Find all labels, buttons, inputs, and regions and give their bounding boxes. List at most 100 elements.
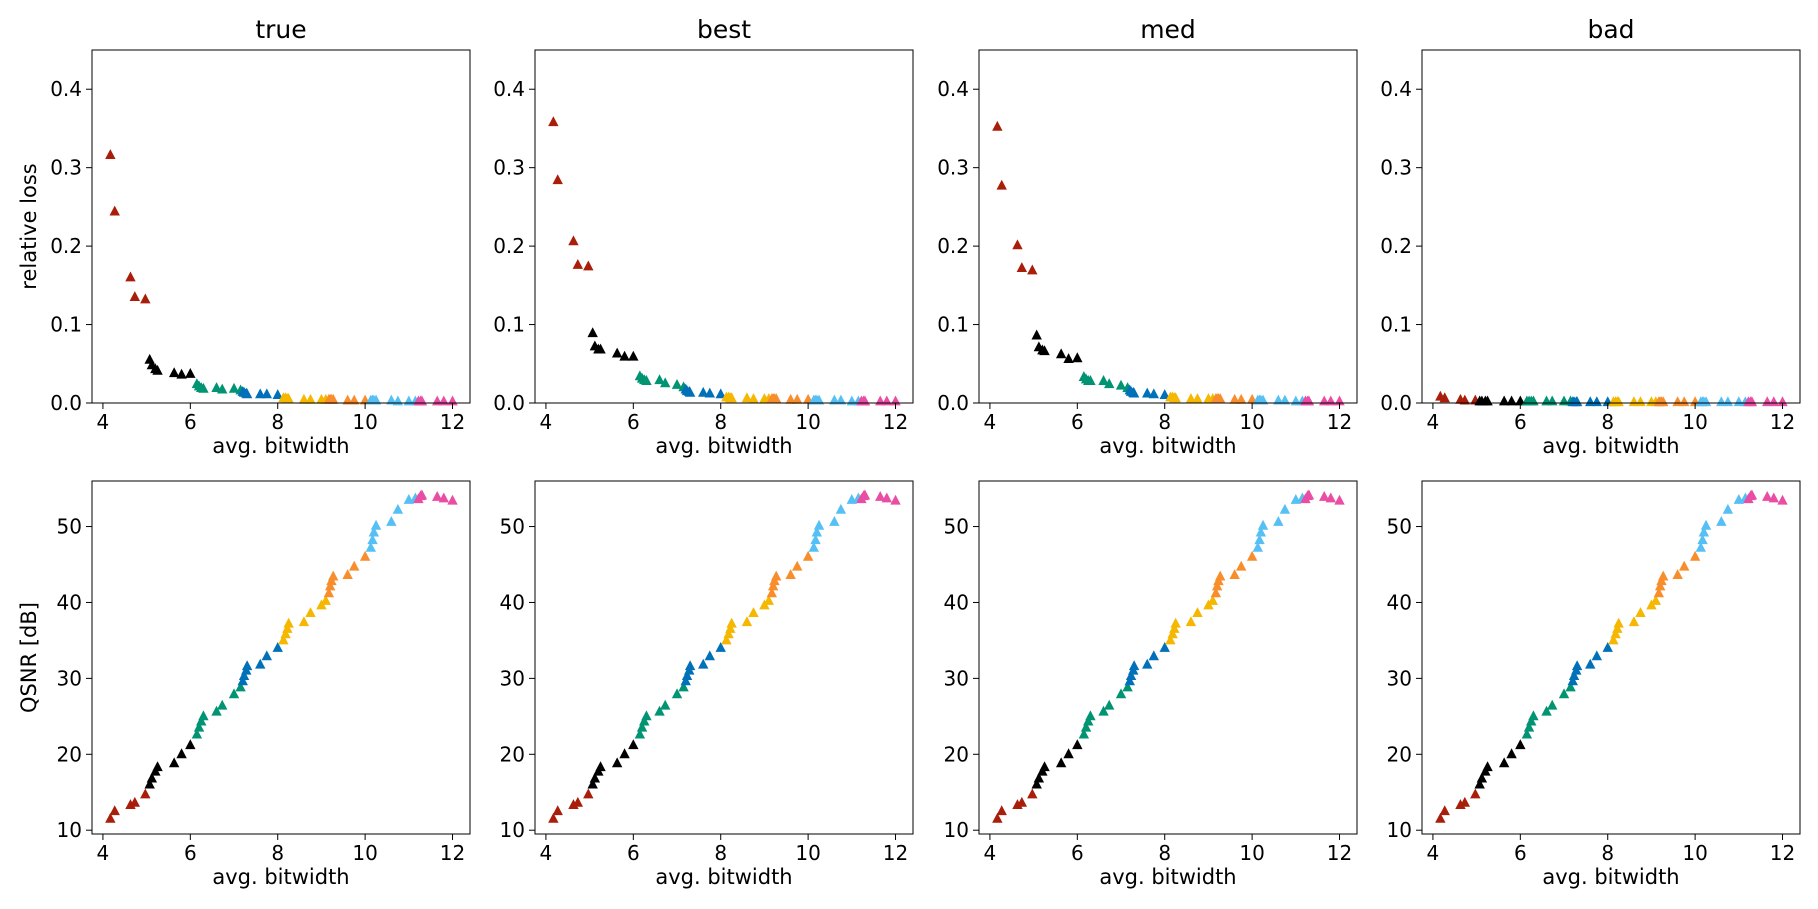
data-point (572, 796, 584, 807)
data-point (272, 642, 283, 652)
x-tick-label: 10 (1239, 410, 1264, 434)
y-tick-label: 0.0 (50, 391, 82, 415)
data-point (1679, 560, 1690, 571)
panel-loss-best: best 4 6 8 10 12 0.0 0.1 0.2 0.3 0.4 avg. bitwidth (493, 15, 914, 458)
data-point (1063, 353, 1074, 363)
x-tick-label: 8 (1158, 410, 1171, 434)
y-tick-label: 10 (1387, 818, 1412, 842)
data-point (1768, 396, 1779, 407)
data-point (261, 650, 272, 661)
plot-frame (1421, 49, 1801, 404)
data-point (1585, 658, 1596, 669)
data-point (1303, 489, 1315, 500)
data-point (748, 607, 759, 617)
x-tick-label: 4 (984, 410, 997, 434)
data-point (835, 503, 847, 514)
data-point (723, 628, 734, 639)
data-point (129, 796, 141, 807)
data-point (1733, 396, 1745, 407)
data-point (282, 623, 293, 633)
data-point (568, 235, 579, 246)
y-tick-label: 0.1 (50, 313, 82, 337)
x-tick-label: 12 (1327, 410, 1352, 434)
data-point (1610, 628, 1621, 639)
x-tick-label: 4 (1427, 841, 1440, 865)
data-point (792, 560, 803, 571)
x-tick-label: 8 (714, 410, 727, 434)
data-point (1063, 748, 1074, 759)
data-point (721, 634, 732, 645)
data-point (305, 607, 316, 617)
y-tick-label: 0.1 (493, 313, 525, 337)
plot-frame (978, 480, 1358, 835)
data-point (1033, 772, 1045, 783)
data-point (671, 688, 683, 699)
data-point (1246, 550, 1258, 561)
data-point (671, 378, 683, 389)
x-tick-label: 12 (883, 410, 908, 434)
panel-qsnr-best: 4 6 8 10 12 10 20 30 40 50 avg. bitwidth (500, 480, 914, 889)
data-point (1541, 705, 1552, 716)
data-point (328, 393, 339, 404)
data-point (698, 386, 709, 397)
data-point (875, 490, 886, 501)
data-point (748, 393, 759, 403)
data-point (185, 368, 196, 378)
data-point (996, 805, 1007, 816)
y-tick-label: 0.4 (1380, 77, 1412, 101)
data-point (1608, 634, 1619, 645)
data-point (552, 174, 563, 185)
y-tick-label: 20 (57, 742, 82, 766)
data-point (1700, 396, 1712, 407)
data-point (1515, 739, 1526, 750)
data-point (1635, 607, 1646, 617)
x-tick-label: 6 (1071, 841, 1084, 865)
data-point (349, 560, 360, 571)
data-point (1252, 541, 1263, 552)
data-point (1628, 396, 1640, 407)
data-point (255, 658, 266, 669)
data-point (1482, 761, 1493, 772)
y-tick-label: 0.2 (1380, 234, 1412, 258)
x-tick-label: 8 (1158, 841, 1171, 865)
x-tick-label: 12 (1327, 841, 1352, 865)
data-point (1439, 805, 1450, 816)
data-point (1273, 516, 1284, 526)
y-tick-label: 10 (500, 818, 525, 842)
data-point (1528, 710, 1539, 721)
data-point (359, 550, 371, 561)
x-axis-label: avg. bitwidth (212, 865, 349, 889)
x-tick-label: 8 (714, 841, 727, 865)
x-axis-label: avg. bitwidth (1542, 434, 1679, 458)
data-point (678, 681, 689, 692)
data-point (810, 534, 821, 545)
data-point (1746, 489, 1758, 500)
data-point (583, 788, 594, 799)
data-point (1215, 570, 1226, 581)
data-point (1672, 569, 1683, 580)
y-tick-label: 0.3 (50, 156, 82, 180)
data-point (255, 388, 266, 399)
data-point (766, 587, 778, 598)
x-tick-label: 6 (184, 841, 197, 865)
data-point (1698, 526, 1710, 537)
data-point (349, 394, 360, 405)
data-point (1521, 728, 1533, 739)
data-point (1523, 721, 1535, 732)
data-point (802, 550, 814, 561)
data-point (829, 516, 840, 526)
data-point (611, 347, 623, 358)
data-point (1762, 396, 1773, 407)
data-point (1777, 494, 1788, 505)
data-point (1192, 393, 1203, 403)
data-point (1476, 772, 1488, 783)
data-point (447, 494, 458, 505)
panel-qsnr-med: 4 6 8 10 12 10 20 30 40 50 avg. bitwidth (944, 480, 1358, 889)
data-point (1716, 396, 1727, 407)
x-tick-label: 12 (1770, 410, 1795, 434)
data-point (771, 570, 782, 581)
data-point (1658, 396, 1669, 407)
y-tick-label: 10 (944, 818, 969, 842)
data-point (1658, 570, 1669, 581)
